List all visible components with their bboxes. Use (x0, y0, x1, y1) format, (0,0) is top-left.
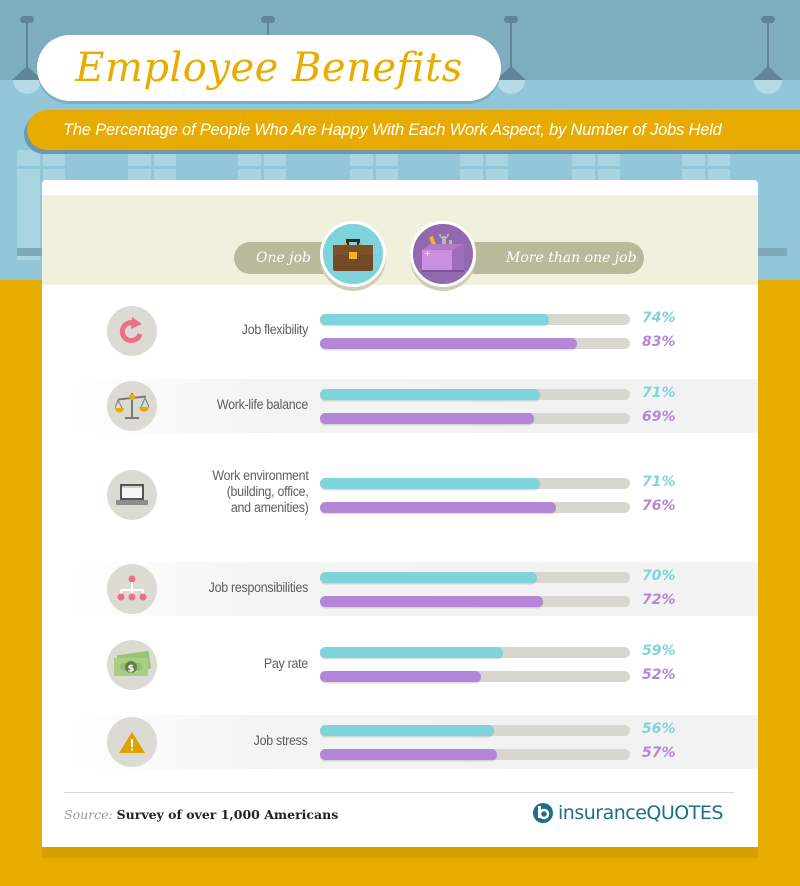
briefcase-icon (333, 239, 373, 271)
chart-row-pay-rate: $ Pay rate 59% 52% (72, 640, 758, 690)
page-subtitle: The Percentage of People Who Are Happy W… (63, 120, 722, 139)
insurancequotes-logo-icon (533, 803, 553, 823)
chart-row-job-responsibilities: Job responsibilities 70% 72% (72, 562, 758, 616)
source-value: Survey of over 1,000 Americans (116, 807, 339, 822)
bar-track-more-than-one-job (320, 338, 630, 349)
value-one-job: 56% (642, 721, 676, 737)
value-more-than-one-job: 69% (642, 409, 676, 425)
row-label-line: Work environment (211, 468, 308, 483)
value-more-than-one-job: 76% (642, 498, 676, 514)
bar-one-job (320, 478, 541, 489)
bar-track-one-job (320, 314, 630, 325)
bar-track-more-than-one-job (320, 671, 630, 682)
row-label: Work environment (building, office, and … (212, 468, 308, 516)
row-label: Job responsibilities (208, 580, 309, 595)
bar-more-than-one-job (320, 413, 534, 424)
value-one-job: 74% (642, 310, 676, 326)
icon-badge: $ (107, 640, 157, 690)
logo-text-insurance: insurance (558, 802, 647, 824)
value-one-job: 70% (642, 568, 676, 584)
value-one-job: 59% (642, 643, 676, 659)
source-key: Source: (64, 807, 113, 822)
icon-badge (107, 381, 157, 431)
value-more-than-one-job: 83% (642, 334, 676, 350)
chart-row-work-environment: Work environment (building, office, and … (72, 468, 758, 520)
svg-text:+: + (424, 249, 431, 258)
source-note: Source: Survey of over 1,000 Americans (64, 806, 338, 822)
bar-track-one-job (320, 389, 630, 400)
row-label-line: and amenities) (230, 500, 308, 515)
bar-more-than-one-job (320, 338, 578, 349)
bar-track-one-job (320, 647, 630, 658)
legend-label-one-job: One job (256, 250, 311, 266)
value-one-job: 71% (642, 474, 676, 490)
bar-more-than-one-job (320, 671, 482, 682)
chart-row-job-stress: Job stress 56% 57% (72, 715, 758, 769)
bar-track-more-than-one-job (320, 596, 630, 607)
value-more-than-one-job: 72% (642, 592, 676, 608)
bar-track-more-than-one-job (320, 413, 630, 424)
bar-track-more-than-one-job (320, 749, 630, 760)
title-banner: Employee Benefits (37, 35, 501, 101)
icon-badge (107, 564, 157, 614)
svg-text:$: $ (128, 664, 135, 675)
legend: One job More than one job (42, 195, 758, 287)
org-chart-icon (117, 575, 147, 601)
bar-one-job (320, 314, 550, 325)
chart-card: One job More than one job (42, 180, 758, 847)
chart-row-job-flexibility: Job flexibility 74% 83% (72, 306, 758, 360)
subtitle-banner: The Percentage of People Who Are Happy W… (27, 110, 800, 150)
toolbox-icon: + (422, 234, 464, 272)
logo-text-quotes: QUOTES (646, 802, 723, 824)
footer-divider (64, 792, 734, 793)
bar-one-job (320, 572, 537, 583)
icon-badge (107, 470, 157, 520)
value-more-than-one-job: 57% (642, 745, 676, 761)
scales-icon (115, 393, 149, 419)
icon-badge (107, 306, 157, 356)
warning-icon (119, 732, 145, 753)
value-one-job: 71% (642, 385, 676, 401)
row-label: Job stress (254, 733, 308, 748)
legend-badge-more-than-one-job: + (410, 221, 476, 287)
refresh-arrow-icon (119, 317, 143, 344)
row-label: Work-life balance (216, 397, 308, 412)
bar-more-than-one-job (320, 596, 544, 607)
bar-one-job (320, 647, 503, 658)
bar-one-job (320, 725, 494, 736)
row-label: Job flexibility (241, 322, 309, 337)
value-more-than-one-job: 52% (642, 667, 676, 683)
bar-one-job (320, 389, 541, 400)
bar-track-one-job (320, 478, 630, 489)
legend-item-more-than-one-job: More than one job (460, 242, 644, 274)
money-icon: $ (114, 650, 152, 676)
bar-more-than-one-job (320, 502, 556, 513)
laptop-icon (116, 484, 148, 505)
brand-logo: insurance QUOTES (532, 802, 723, 824)
bar-more-than-one-job (320, 749, 497, 760)
legend-label-more-than-one-job: More than one job (506, 250, 637, 266)
bar-track-more-than-one-job (320, 502, 630, 513)
bar-track-one-job (320, 572, 630, 583)
bar-track-one-job (320, 725, 630, 736)
row-label: Pay rate (263, 656, 308, 671)
row-label-line: (building, office, (226, 484, 308, 499)
icon-badge (107, 717, 157, 767)
page-title: Employee Benefits (75, 45, 463, 91)
chart-row-work-life-balance: Work-life balance 71% 69% (72, 379, 758, 433)
legend-badge-one-job (320, 221, 386, 287)
